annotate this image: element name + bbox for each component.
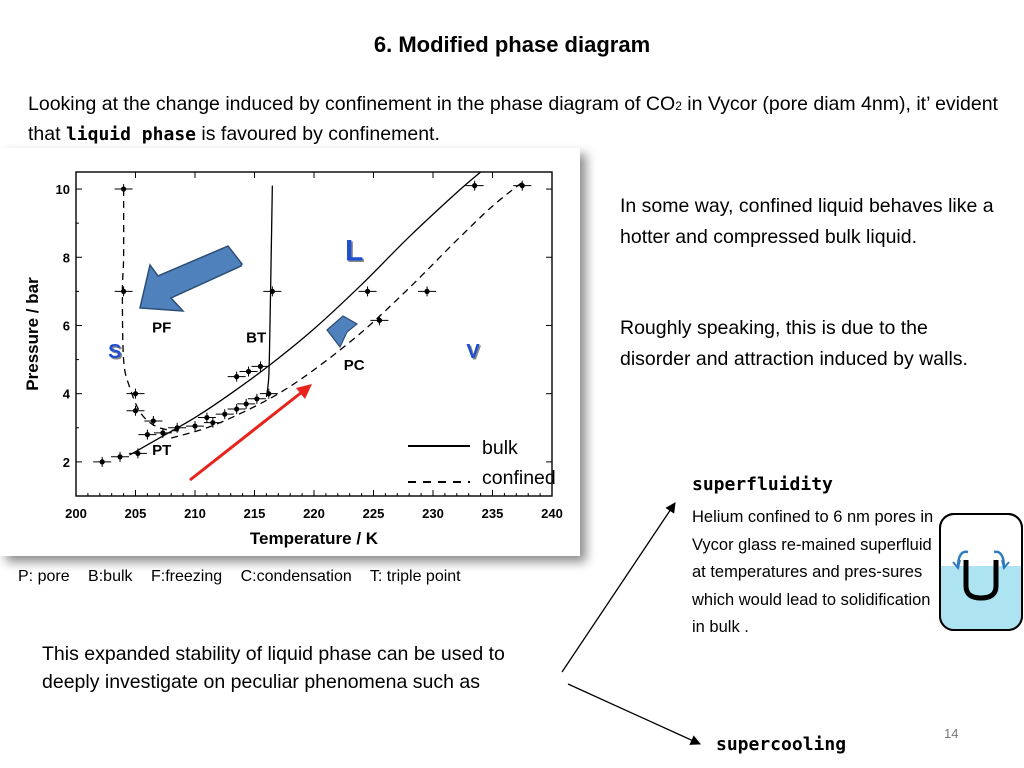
data-point [234, 406, 240, 412]
point-label: PC [344, 357, 365, 374]
y-tick-label: 10 [56, 182, 70, 197]
y-tick-label: 4 [63, 387, 71, 402]
bottom-paragraph: This expanded stability of liquid phase … [42, 643, 505, 693]
region-label: L [345, 235, 363, 268]
x-tick-label: 230 [422, 506, 444, 521]
x-tick-label: 225 [363, 506, 385, 521]
caption-item: F:freezing [150, 568, 223, 585]
figure-caption: P: pore B:bulk F:freezing C:condensation… [18, 568, 475, 586]
x-tick-label: 240 [541, 506, 563, 521]
series-line-pf [121, 189, 184, 432]
intro-subscript: 2 [675, 99, 682, 113]
data-point [150, 418, 156, 424]
y-tick-label: 6 [63, 318, 70, 333]
data-point [266, 391, 272, 397]
x-tick-label: 235 [482, 506, 504, 521]
series-line-bt [265, 185, 273, 398]
region-label-shadow: S [110, 342, 123, 364]
caption-item: T: triple point [369, 568, 461, 585]
caption-item: C:condensation [240, 568, 352, 585]
data-point [222, 411, 228, 417]
data-point [257, 363, 264, 369]
data-point [144, 432, 150, 438]
data-point [99, 459, 105, 465]
intro-text-end: is favoured by confinement. [196, 123, 440, 145]
legend-label-bulk: bulk [482, 437, 518, 459]
y-tick-label: 2 [63, 455, 70, 470]
data-point [234, 374, 240, 380]
legend-label-confined: confined [482, 467, 556, 489]
data-point [519, 183, 525, 189]
data-point [364, 288, 371, 294]
region-label-shadow: V [468, 342, 482, 364]
y-tick-label: 8 [63, 250, 70, 265]
data-point [192, 423, 198, 429]
data-point [472, 183, 478, 189]
x-tick-label: 220 [303, 506, 325, 521]
arrow-to-superfluidity [561, 502, 676, 673]
intro-text-mid: in Vycor (pore diam 4nm), it’ evident th… [28, 93, 998, 145]
red-arrow-head-icon [296, 384, 312, 399]
data-point [245, 368, 252, 375]
series-line-confined [171, 181, 523, 439]
region-label: S [108, 341, 121, 363]
data-point [243, 401, 249, 407]
data-point [121, 186, 127, 192]
superfluidity-title: superfluidity [692, 474, 833, 495]
region-label: V [466, 341, 480, 363]
y-axis-label: Pressure / bar [23, 277, 42, 391]
caption-item: P: pore [18, 568, 70, 585]
x-tick-label: 210 [184, 506, 206, 521]
red-arrow-line [189, 390, 303, 482]
intro-paragraph: Looking at the change induced by confine… [28, 90, 1008, 149]
page-number: 14 [944, 726, 959, 741]
intro-text-start: Looking at the change induced by confine… [28, 93, 676, 115]
u-tube-beaker-icon [939, 513, 1023, 631]
point-label: PF [152, 319, 171, 336]
x-tick-label: 215 [244, 506, 266, 521]
data-point [424, 288, 430, 294]
phase-diagram-figure: 200 205 210 215 220 225 230 235 240 2 4 6 8 10 Tempera… [0, 148, 580, 556]
data-point [135, 450, 141, 456]
caption-item: B:bulk [88, 568, 133, 585]
data-point [269, 288, 275, 294]
region-label-shadow: L [346, 236, 364, 269]
point-label: PT [152, 442, 171, 459]
x-tick-label: 205 [125, 506, 147, 521]
supercooling-title: supercooling [716, 734, 847, 755]
data-point [210, 420, 216, 426]
slide-title: 6. Modified phase diagram [373, 32, 651, 57]
point-label: BT [246, 330, 266, 347]
x-tick-label: 200 [65, 506, 87, 521]
blue-arrow-icon [139, 245, 243, 312]
x-axis-label: Temperature / K [250, 529, 379, 548]
intro-bold-term: liquid phase [65, 124, 196, 145]
data-point [132, 391, 139, 397]
data-point [254, 396, 260, 402]
data-point [160, 430, 166, 436]
data-point [376, 317, 383, 323]
data-point [204, 414, 210, 421]
phase-diagram-chart: 200 205 210 215 220 225 230 235 240 2 4 6 8 10 Tempera… [23, 171, 563, 548]
right-paragraph-1: In some way, confined liquid behaves lik… [620, 195, 994, 248]
data-point [117, 454, 123, 460]
arrow-to-supercooling [567, 683, 701, 745]
data-point [121, 288, 127, 294]
right-paragraph-2: Roughly speaking, this is due to the dis… [620, 317, 968, 370]
data-point [132, 408, 139, 414]
small-blue-arrow-icon [326, 315, 359, 349]
data-point [174, 425, 180, 431]
superfluidity-text: Helium confined to 6 nm pores in Vycor g… [692, 508, 934, 636]
